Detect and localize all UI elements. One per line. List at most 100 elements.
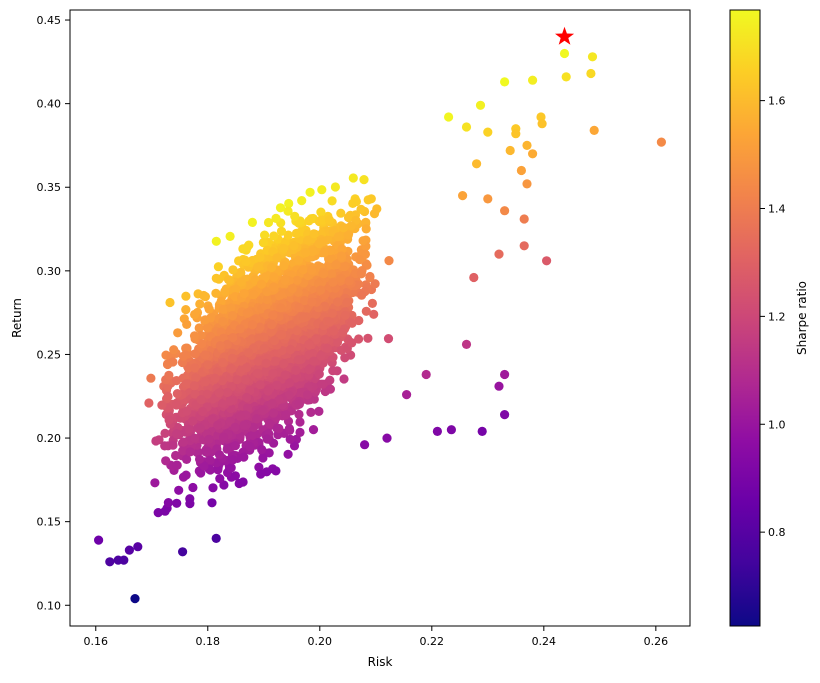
- scatter-point: [218, 304, 229, 314]
- scatter-point: [494, 249, 504, 259]
- scatter-point: [354, 334, 364, 344]
- scatter-point: [172, 460, 182, 470]
- scatter-point: [160, 441, 170, 451]
- scatter-point: [279, 243, 289, 253]
- scatter-point: [200, 350, 210, 360]
- scatter-point: [227, 311, 238, 321]
- scatter-point: [184, 424, 194, 434]
- scatter-point: [318, 215, 328, 225]
- x-tick-label: 0.26: [644, 635, 669, 648]
- y-tick-label: 0.30: [37, 265, 62, 278]
- scatter-point: [232, 375, 242, 385]
- scatter-point: [231, 284, 241, 294]
- scatter-point: [172, 498, 182, 508]
- scatter-point: [215, 474, 225, 484]
- scatter-point: [271, 213, 281, 223]
- scatter-point: [355, 254, 365, 265]
- scatter-point: [519, 241, 529, 251]
- scatter-point: [340, 310, 350, 320]
- scatter-point: [361, 306, 371, 316]
- scatter-point: [346, 221, 356, 231]
- scatter-point: [185, 499, 195, 509]
- scatter-point: [333, 232, 343, 242]
- scatter-point: [181, 305, 191, 315]
- scatter-point: [235, 411, 245, 421]
- scatter-point: [336, 251, 347, 261]
- scatter-point: [165, 297, 175, 308]
- scatter-point: [241, 363, 252, 373]
- scatter-point: [360, 440, 370, 450]
- scatter-point: [338, 327, 348, 337]
- scatter-point: [358, 236, 368, 246]
- scatter-point: [302, 390, 313, 400]
- scatter-point: [589, 125, 599, 135]
- scatter-point: [163, 498, 173, 508]
- scatter-point: [336, 273, 346, 283]
- scatter-point: [146, 373, 156, 383]
- scatter-point: [239, 289, 249, 299]
- scatter-point: [154, 435, 164, 445]
- scatter-point: [242, 308, 252, 318]
- scatter-point: [528, 75, 538, 85]
- scatter-point: [202, 323, 212, 333]
- scatter-point: [225, 231, 235, 241]
- scatter-point: [207, 498, 217, 508]
- scatter-point: [182, 406, 192, 416]
- y-tick-label: 0.40: [37, 98, 62, 111]
- scatter-point: [119, 555, 129, 565]
- scatter-point: [174, 485, 184, 495]
- scatter-point: [299, 313, 309, 323]
- scatter-point: [272, 253, 282, 263]
- scatter-point: [195, 454, 205, 464]
- scatter-point: [294, 302, 304, 313]
- scatter-point: [196, 468, 206, 478]
- scatter-point: [325, 317, 335, 327]
- scatter-point: [294, 409, 304, 419]
- scatter-point: [258, 406, 268, 416]
- scatter-point: [153, 507, 163, 518]
- scatter-point: [198, 406, 208, 417]
- x-axis: 0.16 0.18 0.20 0.22 0.24 0.26: [84, 626, 669, 648]
- scatter-point: [306, 407, 316, 417]
- scatter-point: [191, 373, 201, 383]
- scatter-point: [327, 269, 337, 279]
- scatter-point: [359, 175, 369, 185]
- scatter-point: [329, 326, 339, 336]
- scatter-point: [204, 434, 214, 444]
- scatter-point: [269, 438, 279, 448]
- scatter-point: [561, 72, 571, 82]
- scatter-point: [258, 238, 268, 248]
- scatter-point: [559, 48, 570, 59]
- scatter-point: [276, 226, 287, 236]
- x-axis-label: Risk: [368, 655, 393, 669]
- scatter-point: [211, 533, 221, 544]
- scatter-point: [199, 290, 209, 301]
- scatter-point: [225, 396, 235, 406]
- scatter-point: [262, 294, 272, 305]
- scatter-point: [205, 455, 215, 465]
- scatter-point: [269, 282, 279, 292]
- scatter-point: [253, 262, 263, 272]
- scatter-point: [188, 482, 198, 493]
- scatter-point: [189, 381, 199, 391]
- scatter-point: [333, 297, 343, 307]
- y-tick-label: 0.25: [37, 348, 62, 361]
- scatter-point: [295, 417, 305, 427]
- x-tick-label: 0.22: [420, 635, 445, 648]
- scatter-point: [236, 277, 246, 287]
- colorbar-tick-label: 1.0: [768, 418, 786, 431]
- scatter-point: [245, 442, 255, 452]
- scatter-point: [320, 334, 330, 344]
- scatter-point: [343, 230, 353, 240]
- scatter-point: [293, 355, 303, 365]
- scatter-point: [261, 358, 271, 368]
- colorbar-tick-label: 1.2: [768, 310, 786, 323]
- scatter-point: [316, 351, 326, 361]
- scatter-point: [255, 380, 265, 390]
- scatter-point: [268, 408, 279, 418]
- scatter-point: [228, 455, 238, 465]
- scatter-point: [211, 273, 221, 283]
- scatter-point: [340, 353, 350, 363]
- scatter-point: [124, 545, 134, 555]
- scatter-point: [446, 425, 456, 435]
